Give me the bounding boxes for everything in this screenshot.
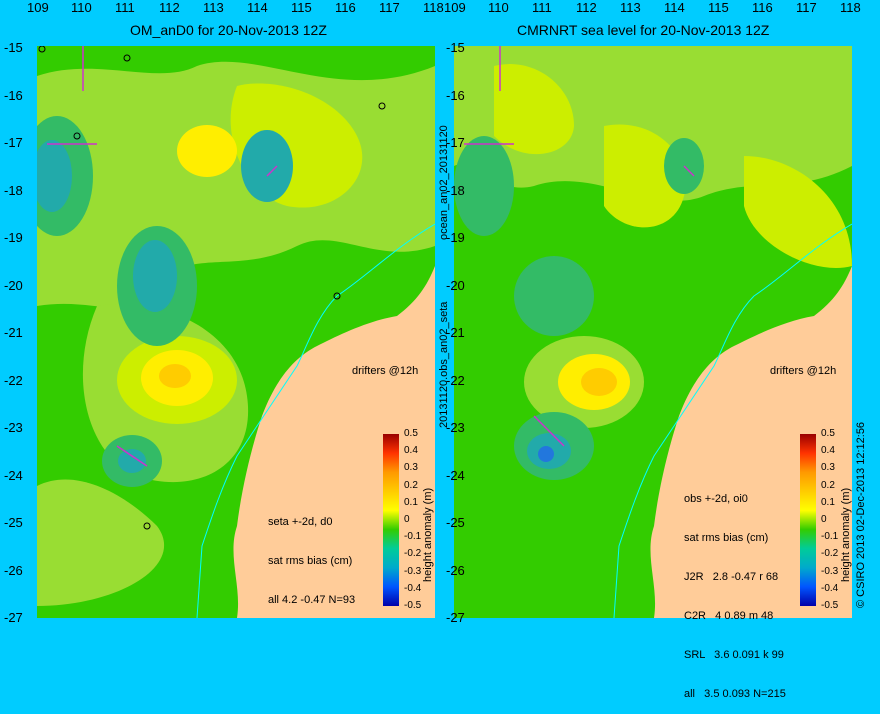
- left-colorbar: [383, 434, 399, 606]
- left-colorbar-tick: 0.2: [404, 479, 418, 491]
- right-stats: obs +-2d, oi0 sat rms bias (cm) J2R 2.8 …: [684, 493, 786, 700]
- right-y-tick: -19: [446, 230, 465, 245]
- right-y-tick: -20: [446, 277, 465, 293]
- left-y-tick: -26: [4, 562, 23, 578]
- left-y-tick: -22: [4, 372, 23, 388]
- left-y-tick: -17: [4, 135, 23, 150]
- right-y-tick: -24: [446, 467, 465, 483]
- right-colorbar-tick: 0.5: [821, 428, 835, 439]
- right-x-tick: 112: [576, 0, 597, 15]
- right-panel-title: CMRNRT sea level for 20-Nov-2013 12Z: [517, 22, 770, 38]
- left-y-tick: -25: [4, 515, 23, 530]
- right-x-tick: 109: [444, 0, 466, 15]
- right-y-tick: -15: [446, 40, 465, 55]
- right-y-tick: -21: [446, 325, 465, 340]
- left-y-tick: -27: [4, 610, 23, 625]
- right-x-tick: 113: [620, 0, 641, 15]
- right-colorbar-tick: -0.4: [821, 582, 839, 594]
- right-colorbar-tick: 0.2: [821, 479, 835, 491]
- left-drifters-label: drifters @12h: [352, 365, 419, 377]
- left-y-tick: -20: [4, 277, 23, 293]
- right-y-tick: -25: [446, 515, 465, 530]
- left-colorbar-tick: 0.5: [404, 428, 418, 439]
- left-y-tick: -16: [4, 87, 23, 103]
- left-x-tick: 113: [203, 0, 224, 15]
- right-x-tick: 118: [840, 0, 861, 15]
- left-colorbar-tick: 0.1: [404, 496, 418, 508]
- left-panel-title: OM_anD0 for 20-Nov-2013 12Z: [130, 22, 327, 38]
- right-x-tick: 117: [796, 0, 817, 15]
- right-colorbar-tick: -0.5: [821, 600, 839, 611]
- right-y-tick: -27: [446, 610, 465, 625]
- right-y-tick: -23: [446, 420, 465, 435]
- left-x-tick: 116: [335, 0, 356, 15]
- left-colorbar-label: height anomaly (m): [422, 487, 434, 582]
- left-x-tick: 117: [379, 0, 400, 15]
- left-colorbar-tick: -0.2: [404, 548, 422, 560]
- right-y-tick: -22: [446, 372, 465, 388]
- right-colorbar-label: height anomaly (m): [840, 487, 852, 582]
- right-drifters-label: drifters @12h: [770, 365, 837, 377]
- right-colorbar-tick: 0: [821, 514, 827, 525]
- right-colorbar-tick: -0.1: [821, 531, 839, 543]
- left-x-tick: 111: [115, 0, 135, 15]
- right-x-tick: 116: [752, 0, 773, 15]
- right-colorbar-tick: -0.2: [821, 548, 839, 560]
- right-y-tick: -18: [446, 182, 465, 198]
- right-y-tick: -17: [446, 135, 465, 150]
- right-x-tick: 115: [708, 0, 729, 15]
- right-x-tick: 114: [664, 0, 685, 15]
- left-x-tick: 118: [423, 0, 444, 15]
- left-y-tick: -21: [4, 325, 23, 340]
- left-colorbar-tick: -0.4: [404, 582, 422, 594]
- left-y-tick: -15: [4, 40, 23, 55]
- left-x-tick: 109: [27, 0, 49, 15]
- right-map-panel: [454, 46, 852, 618]
- left-stats: seta +-2d, d0 sat rms bias (cm) all 4.2 …: [268, 516, 356, 606]
- right-colorbar-tick: 0.1: [821, 496, 835, 508]
- left-colorbar-tick: -0.5: [404, 600, 422, 611]
- right-colorbar-tick: 0.3: [821, 462, 835, 474]
- left-y-tick: -24: [4, 467, 23, 483]
- left-colorbar-tick: -0.1: [404, 531, 422, 543]
- right-x-tick: 111: [532, 0, 552, 15]
- left-colorbar-tick: 0.3: [404, 462, 418, 474]
- right-y-tick: -26: [446, 562, 465, 578]
- left-y-tick: -18: [4, 182, 23, 198]
- right-colorbar-tick: -0.3: [821, 565, 839, 577]
- left-colorbar-tick: 0.4: [404, 445, 418, 457]
- left-colorbar-tick: 0: [404, 514, 410, 525]
- left-x-tick: 115: [291, 0, 312, 15]
- right-side-label: 20131120.obs_an02_seta: [438, 301, 450, 428]
- copyright: © CSIRO 2013 02-Dec-2013 12:12:56: [855, 421, 867, 608]
- left-x-tick: 110: [71, 0, 92, 15]
- left-colorbar-tick: -0.3: [404, 565, 422, 577]
- right-y-tick: -16: [446, 87, 465, 103]
- right-x-tick: 110: [488, 0, 509, 15]
- right-colorbar: [800, 434, 816, 606]
- right-colorbar-tick: 0.4: [821, 445, 835, 457]
- left-y-tick: -23: [4, 420, 23, 435]
- left-y-tick: -19: [4, 230, 23, 245]
- left-map-panel: [37, 46, 435, 618]
- left-x-tick: 114: [247, 0, 268, 15]
- left-x-tick: 112: [159, 0, 180, 15]
